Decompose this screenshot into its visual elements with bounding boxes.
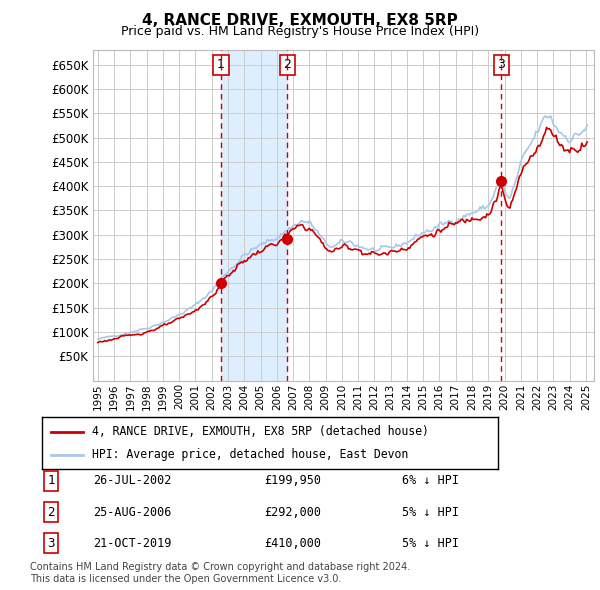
Text: 6% ↓ HPI: 6% ↓ HPI [402,474,459,487]
Text: 1: 1 [217,58,225,71]
Bar [221,50,287,381]
Text: 25-AUG-2006: 25-AUG-2006 [93,506,172,519]
Text: £199,950: £199,950 [264,474,321,487]
Text: HPI: Average price, detached house, East Devon: HPI: Average price, detached house, East… [92,448,409,461]
Text: 2: 2 [47,506,55,519]
Text: Contains HM Land Registry data © Crown copyright and database right 2024.: Contains HM Land Registry data © Crown c… [30,562,410,572]
Text: This data is licensed under the Open Government Licence v3.0.: This data is licensed under the Open Gov… [30,574,341,584]
Text: £292,000: £292,000 [264,506,321,519]
Text: 4, RANCE DRIVE, EXMOUTH, EX8 5RP: 4, RANCE DRIVE, EXMOUTH, EX8 5RP [142,13,458,28]
Text: 1: 1 [47,474,55,487]
Text: 21-OCT-2019: 21-OCT-2019 [93,537,172,550]
Text: 3: 3 [497,58,505,71]
Text: 5% ↓ HPI: 5% ↓ HPI [402,506,459,519]
Text: 26-JUL-2002: 26-JUL-2002 [93,474,172,487]
Text: 2: 2 [283,58,292,71]
Text: 4, RANCE DRIVE, EXMOUTH, EX8 5RP (detached house): 4, RANCE DRIVE, EXMOUTH, EX8 5RP (detach… [92,425,429,438]
Text: 3: 3 [47,537,55,550]
Text: 5% ↓ HPI: 5% ↓ HPI [402,537,459,550]
Text: Price paid vs. HM Land Registry's House Price Index (HPI): Price paid vs. HM Land Registry's House … [121,25,479,38]
Text: £410,000: £410,000 [264,537,321,550]
